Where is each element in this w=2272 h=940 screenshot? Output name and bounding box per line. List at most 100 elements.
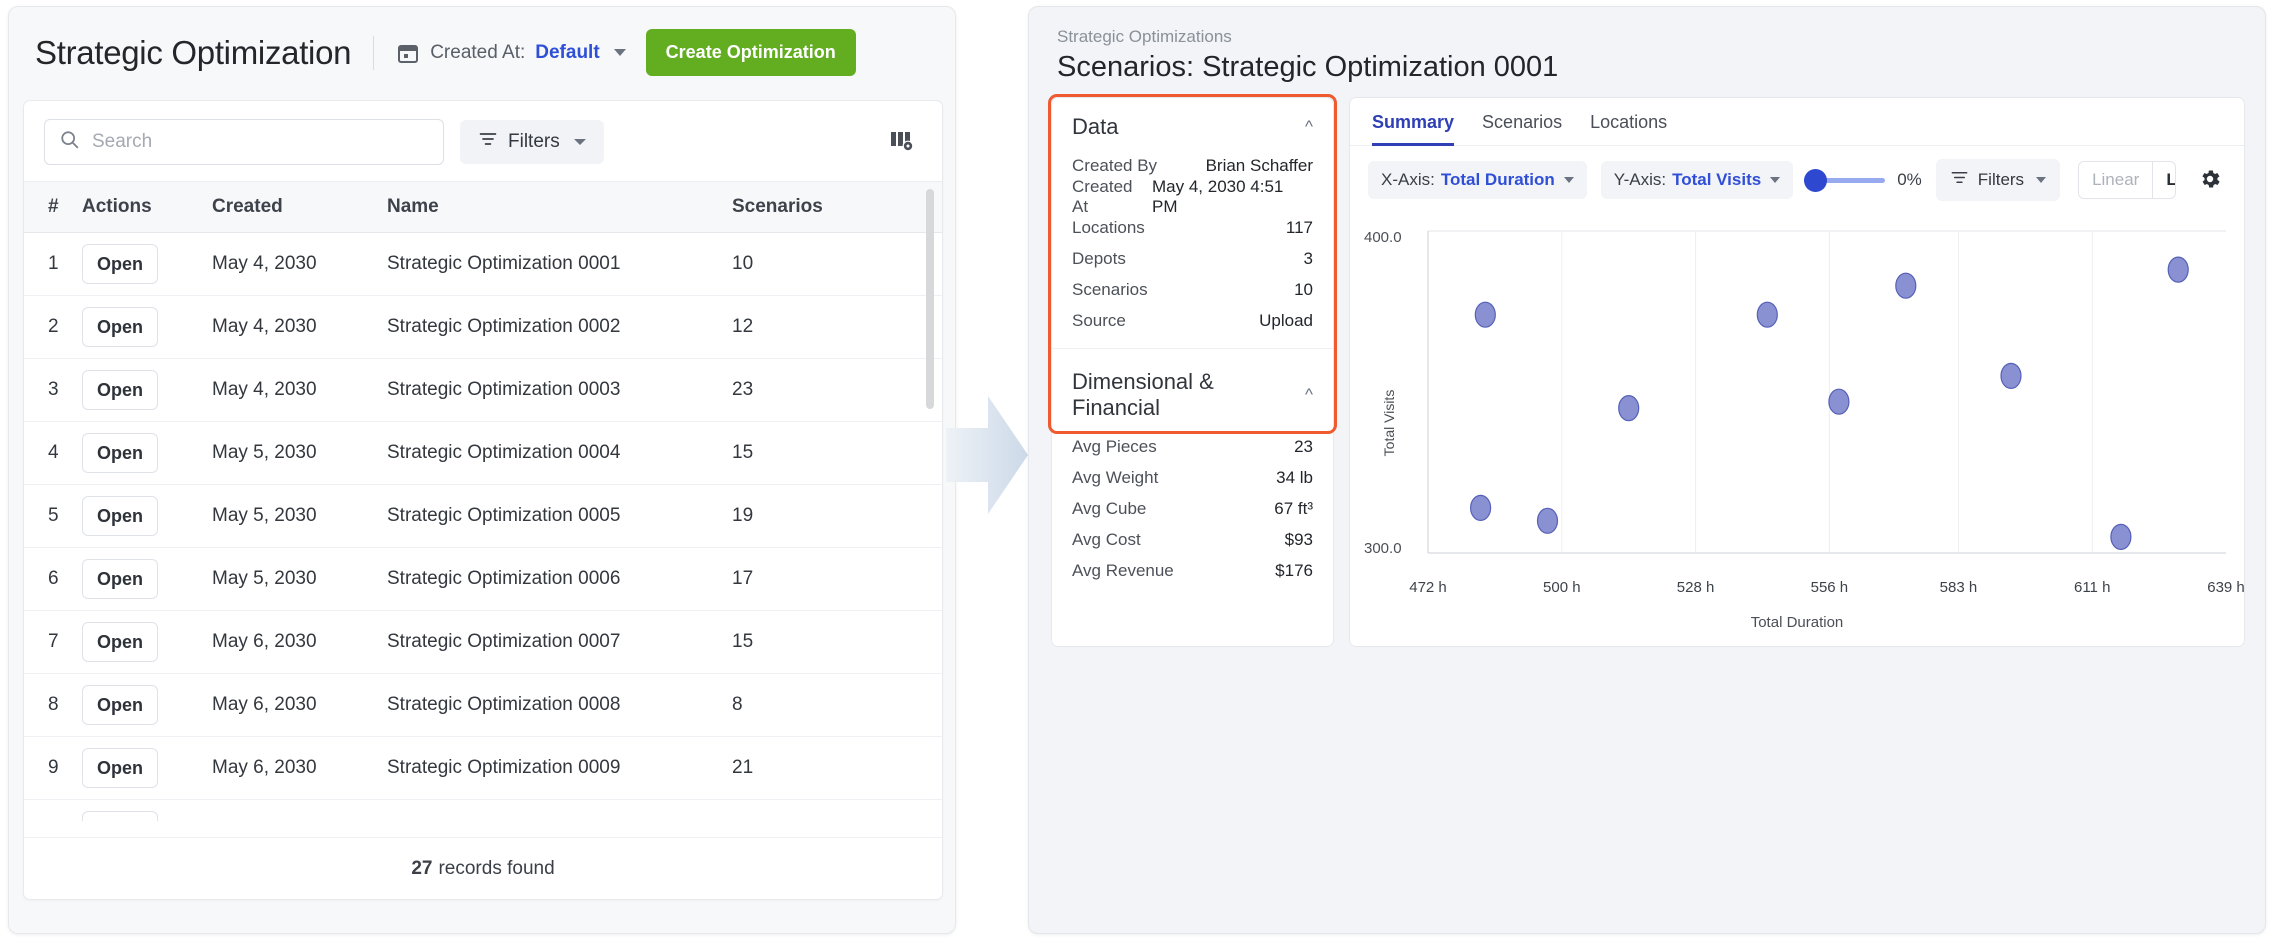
- cell-spacer: [872, 547, 942, 611]
- create-optimization-button[interactable]: Create Optimization: [645, 29, 856, 76]
- list-header: Strategic Optimization Created At: Defau…: [9, 7, 955, 90]
- x-axis-tick-label: 500 h: [1543, 579, 1581, 596]
- tab-summary[interactable]: Summary: [1372, 112, 1455, 146]
- cell-created: May 5, 2030: [212, 547, 387, 611]
- scale-log-button[interactable]: Log: [2152, 162, 2176, 198]
- table-row[interactable]: 8 Open May 6, 2030 Strategic Optimization 0…: [24, 673, 942, 737]
- chart-settings-button[interactable]: [2194, 167, 2226, 194]
- section-header-data[interactable]: Data ^: [1052, 98, 1333, 150]
- cell-scenarios: 17: [732, 547, 872, 611]
- info-key: Locations: [1072, 217, 1145, 237]
- open-button[interactable]: Open: [82, 748, 158, 788]
- section-separator: [1052, 348, 1333, 349]
- info-row: Avg Pieces 23: [1052, 431, 1333, 462]
- cell-spacer: [872, 421, 942, 485]
- chart-filters-button[interactable]: Filters: [1935, 159, 2061, 201]
- scale-linear-button[interactable]: Linear: [2079, 162, 2153, 198]
- table-row[interactable]: 6 Open May 5, 2030 Strategic Optimization 0…: [24, 547, 942, 611]
- cell-index: 9: [24, 736, 82, 800]
- slider-handle[interactable]: [1804, 168, 1828, 192]
- filters-button[interactable]: Filters: [460, 120, 604, 164]
- info-key: Scenarios: [1072, 279, 1148, 299]
- cell-index: 1: [24, 232, 82, 296]
- chart-card: Summary Scenarios Locations X-Axis: Total …: [1349, 97, 2245, 647]
- cell-name: Strategic Optimization 0010: [387, 799, 732, 821]
- info-value: Upload: [1259, 310, 1313, 330]
- cell-actions: Open: [82, 358, 212, 422]
- cell-spacer: [872, 673, 942, 737]
- slider-track[interactable]: [1804, 168, 1886, 192]
- search-icon: [59, 129, 80, 155]
- info-value: Brian Schaffer: [1205, 155, 1313, 175]
- info-value: $176: [1275, 560, 1313, 580]
- open-button[interactable]: Open: [82, 370, 158, 410]
- cell-created: May 6, 2030: [212, 736, 387, 800]
- info-value: 34 lb: [1276, 467, 1313, 487]
- cell-created: May 4, 2030: [212, 358, 387, 422]
- gear-icon: [2198, 167, 2222, 194]
- table-row[interactable]: 7 Open May 6, 2030 Strategic Optimization 0…: [24, 610, 942, 674]
- table-row[interactable]: 2 Open May 4, 2030 Strategic Optimization 0…: [24, 295, 942, 359]
- info-value: May 4, 2030 4:51 PM: [1152, 176, 1284, 216]
- table-row[interactable]: 1 Open May 4, 2030 Strategic Optimization 0…: [24, 232, 942, 296]
- cell-spacer: [872, 799, 942, 821]
- y-axis-value: Total Visits: [1672, 170, 1762, 189]
- created-at-selector[interactable]: Created At: Default: [396, 41, 626, 65]
- cell-created: May 5, 2030: [212, 421, 387, 485]
- list-toolbar: Filters: [24, 101, 942, 181]
- column-header-created[interactable]: Created: [212, 181, 387, 233]
- cell-created: May 4, 2030: [212, 295, 387, 359]
- chevron-down-icon: [573, 139, 586, 145]
- table-row[interactable]: 4 Open May 5, 2030 Strategic Optimization 0…: [24, 421, 942, 485]
- open-button[interactable]: Open: [82, 496, 158, 536]
- table-row[interactable]: 9 Open May 6, 2030 Strategic Optimization 0…: [24, 736, 942, 800]
- cell-actions: Open: [82, 295, 212, 359]
- x-axis-selector[interactable]: X-Axis: Total Duration: [1368, 161, 1587, 199]
- info-key: Avg Cost: [1072, 529, 1141, 549]
- header-divider: [373, 35, 375, 70]
- open-button[interactable]: Open: [82, 433, 158, 473]
- table-row[interactable]: 5 Open May 5, 2030 Strategic Optimization 0…: [24, 484, 942, 548]
- table-vertical-scrollbar[interactable]: [926, 189, 934, 409]
- open-button[interactable]: Open: [82, 244, 158, 284]
- column-header-scenarios[interactable]: Scenarios: [732, 181, 872, 233]
- chevron-down-icon: [1563, 177, 1574, 183]
- table-row[interactable]: 3 Open May 4, 2030 Strategic Optimization 0…: [24, 358, 942, 422]
- page-title: Strategic Optimization: [35, 33, 352, 71]
- info-row: Created At May 4, 2030 4:51 PM: [1052, 177, 1333, 216]
- breadcrumb[interactable]: Strategic Optimizations: [1057, 27, 1232, 46]
- column-header-actions[interactable]: Actions: [82, 181, 212, 233]
- chart-toolbar: X-Axis: Total Duration Y-Axis: Total Vis…: [1350, 146, 2244, 209]
- search-box[interactable]: [44, 119, 444, 165]
- opacity-slider-group[interactable]: 0%: [1804, 168, 1922, 192]
- filters-button-label: Filters: [508, 131, 560, 152]
- section-header-dimensional-financial[interactable]: Dimensional & Financial ^: [1052, 353, 1333, 431]
- created-at-value: Default: [535, 41, 600, 63]
- scenario-detail-panel: Strategic Optimizations Scenarios: Strat…: [1028, 6, 2266, 934]
- cell-index: 7: [24, 610, 82, 674]
- section-title: Dimensional & Financial: [1072, 369, 1214, 420]
- table-scroll-region[interactable]: # Actions Created Name Scenarios 1 Open Ma…: [24, 181, 942, 821]
- cell-scenarios: 15: [732, 421, 872, 485]
- cell-actions: Open: [82, 484, 212, 548]
- plot-canvas[interactable]: [1350, 215, 2246, 645]
- open-button[interactable]: Open: [82, 622, 158, 662]
- column-header-index[interactable]: #: [24, 181, 82, 233]
- x-axis-title: Total Duration: [1750, 614, 1844, 631]
- search-input[interactable]: [92, 131, 429, 153]
- info-row: Depots 3: [1052, 243, 1333, 274]
- cell-actions: Open: [82, 421, 212, 485]
- open-button[interactable]: Open: [82, 811, 158, 821]
- columns-settings-icon: [889, 128, 915, 157]
- column-header-name[interactable]: Name: [387, 181, 732, 233]
- open-button[interactable]: Open: [82, 307, 158, 347]
- column-settings-button[interactable]: [882, 122, 922, 162]
- cell-scenarios: 12: [732, 295, 872, 359]
- open-button[interactable]: Open: [82, 559, 158, 599]
- tab-scenarios[interactable]: Scenarios: [1482, 112, 1563, 132]
- y-axis-selector[interactable]: Y-Axis: Total Visits: [1600, 161, 1794, 199]
- open-button[interactable]: Open: [82, 685, 158, 725]
- tab-locations[interactable]: Locations: [1590, 112, 1668, 132]
- cell-index: 5: [24, 484, 82, 548]
